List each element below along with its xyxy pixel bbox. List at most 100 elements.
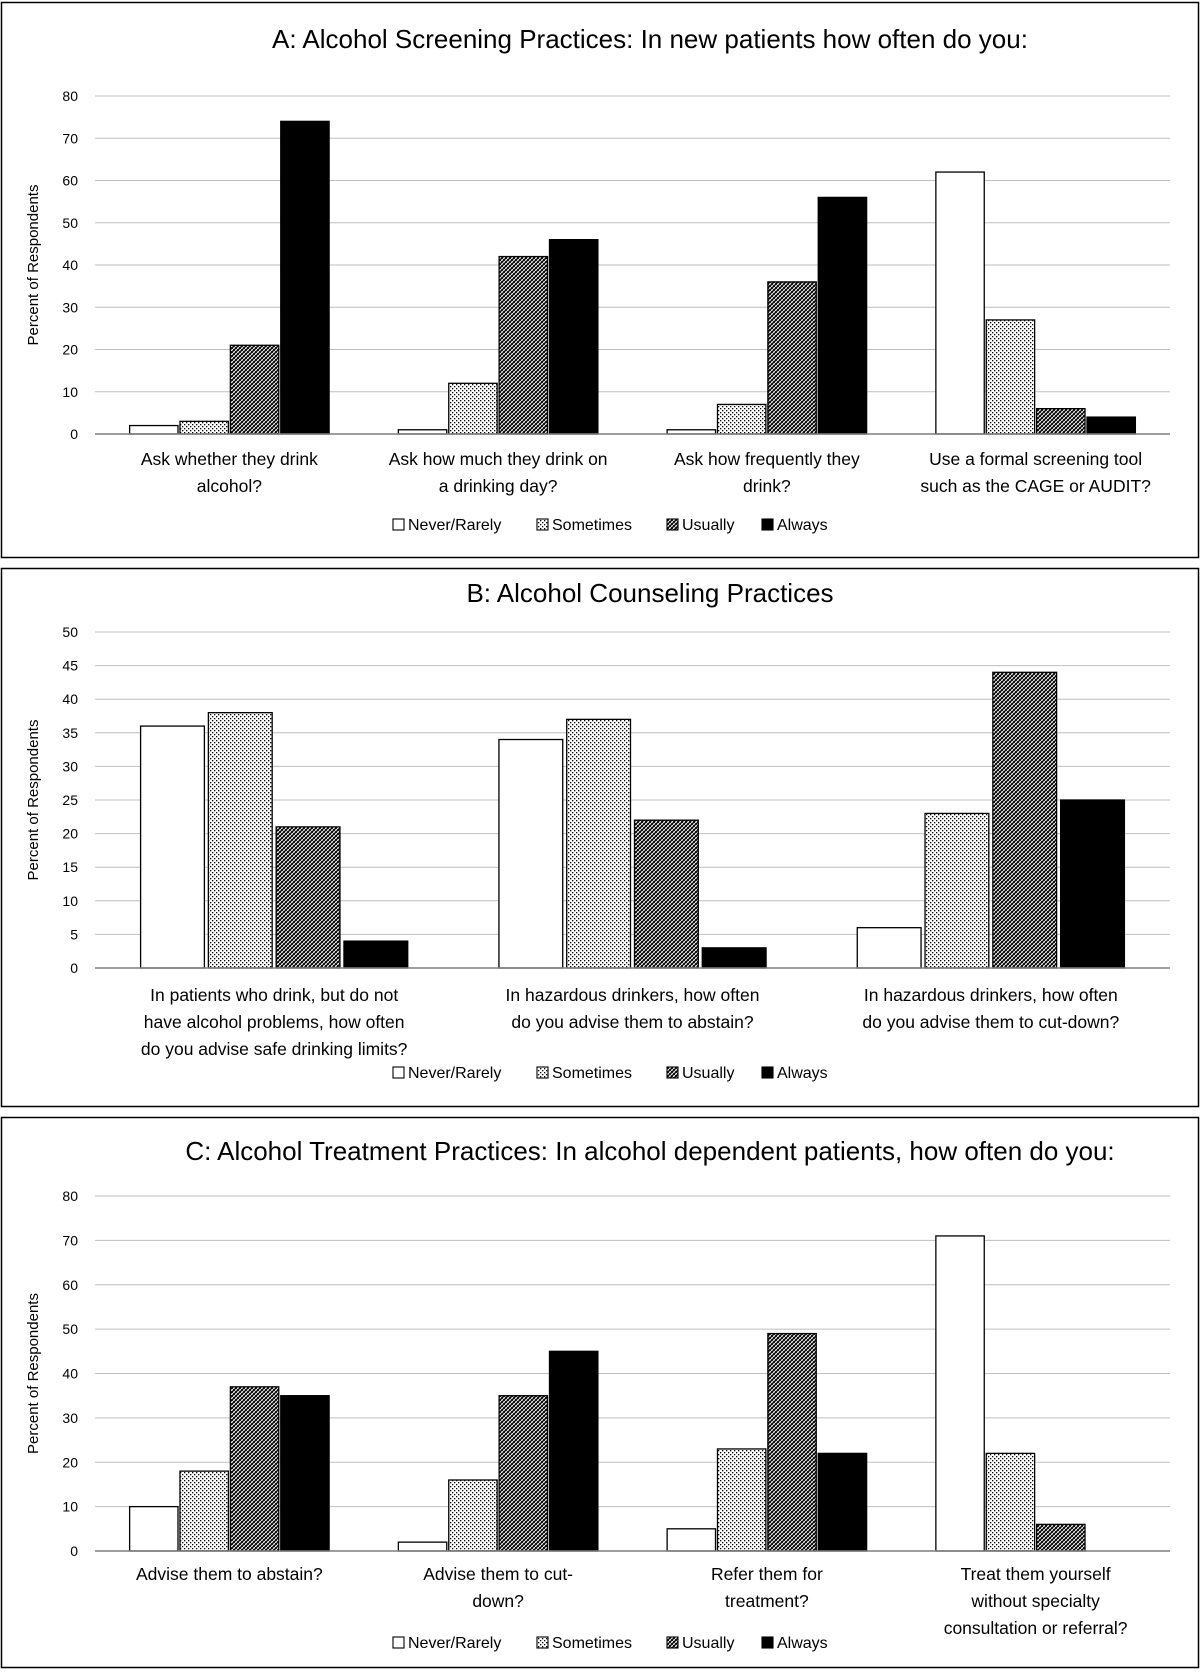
bar-usually [633, 819, 699, 969]
y-tick-label: 45 [62, 658, 78, 674]
category-label: Refer them for [711, 1564, 823, 1584]
category-label: treatment? [725, 1591, 809, 1611]
y-tick-label: 35 [62, 725, 78, 741]
bar-usually [1035, 1523, 1086, 1552]
category-label: Ask whether they drink [141, 449, 318, 469]
y-tick-label: 0 [70, 1543, 78, 1559]
y-tick-label: 30 [62, 758, 78, 774]
category-label: consultation or referral? [944, 1618, 1128, 1638]
y-tick-label: 60 [62, 173, 78, 189]
bar-sometimes [179, 420, 230, 435]
chart-title: A: Alcohol Screening Practices: In new p… [272, 24, 1028, 54]
legend-label: Sometimes [552, 1635, 632, 1652]
legend-label: Usually [682, 1635, 734, 1652]
bar-usually [767, 1332, 817, 1552]
category-label: In patients who drink, but do not [150, 985, 398, 1005]
chart-panel-c: C: Alcohol Treatment Practices: In alcoh… [0, 1116, 1200, 1669]
category-label: Advise them to abstain? [136, 1564, 323, 1584]
legend-label: Always [777, 1635, 828, 1652]
bar-never-rarely [935, 1235, 985, 1552]
category-label: without specialty [970, 1591, 1100, 1611]
legend-swatch [761, 518, 774, 531]
bar-never-rarely [397, 1541, 448, 1552]
category-label: Ask how much they drink on [389, 449, 608, 469]
category-label: Ask how frequently they [674, 449, 860, 469]
bar-usually [992, 671, 1058, 969]
legend-label: Never/Rarely [408, 1065, 501, 1082]
bar-always [280, 120, 330, 435]
legend-swatch [536, 1066, 549, 1079]
bar-sometimes [985, 319, 1036, 435]
bar-sometimes [448, 382, 498, 435]
legend-swatch [666, 1636, 679, 1649]
legend-swatch [761, 1636, 774, 1649]
bar-usually [498, 1395, 549, 1552]
bar-sometimes [924, 812, 990, 969]
category-label: Advise them to cut- [423, 1564, 573, 1584]
bar-sometimes [716, 403, 767, 435]
category-label: a drinking day? [439, 476, 558, 496]
category-label: Use a formal screening tool [929, 449, 1142, 469]
bar-usually [275, 826, 341, 969]
y-tick-label: 40 [62, 691, 78, 707]
category-label: alcohol? [197, 476, 262, 496]
bar-always [701, 947, 767, 969]
y-axis-label: Percent of Respondents [25, 720, 42, 881]
chart-panel-b: B: Alcohol Counseling Practices 0 5 10 15 20 2… [0, 567, 1200, 1108]
y-tick-label: 40 [62, 1366, 78, 1382]
bar-sometimes [716, 1448, 767, 1552]
y-tick-label: 20 [62, 1454, 78, 1470]
y-tick-label: 30 [62, 1410, 78, 1426]
bar-always [548, 1350, 599, 1552]
y-tick-label: 50 [62, 215, 78, 231]
bar-never-rarely [128, 1505, 179, 1552]
bar-always [548, 238, 599, 435]
y-tick-label: 80 [62, 88, 78, 104]
legend: Never/Rarely Sometimes Usually Always [392, 1635, 828, 1652]
y-axis-label: Percent of Respondents [25, 185, 42, 346]
bar-always [1059, 799, 1126, 969]
category-label: Treat them yourself [961, 1564, 1111, 1584]
legend: Never/Rarely Sometimes Usually Always [392, 517, 828, 534]
y-tick-label: 20 [62, 342, 78, 358]
y-tick-label: 70 [62, 1232, 78, 1248]
legend-swatch [536, 518, 549, 531]
category-label: do you advise safe drinking limits? [141, 1039, 408, 1059]
bar-usually [1035, 407, 1086, 435]
y-tick-label: 50 [62, 1321, 78, 1337]
y-tick-label: 20 [62, 826, 78, 842]
bar-never-rarely [935, 171, 985, 435]
bar-usually [767, 281, 817, 435]
y-tick-label: 60 [62, 1277, 78, 1293]
y-tick-label: 40 [62, 257, 78, 273]
bar-never-rarely [139, 725, 206, 969]
y-tick-label: 10 [62, 1499, 78, 1515]
panel-frame [0, 1, 1200, 559]
legend-swatch [666, 518, 679, 531]
legend-swatch [536, 1636, 549, 1649]
category-label: drink? [743, 476, 791, 496]
bar-usually [229, 1386, 280, 1552]
legend-label: Usually [682, 1065, 734, 1082]
y-tick-label: 50 [62, 624, 78, 640]
legend-swatch [761, 1066, 774, 1079]
category-label: do you advise them to abstain? [511, 1012, 754, 1032]
legend-label: Never/Rarely [408, 517, 501, 534]
y-axis-label: Percent of Respondents [25, 1293, 42, 1454]
y-tick-label: 0 [70, 426, 78, 442]
bar-never-rarely [666, 1528, 717, 1552]
y-tick-label: 10 [62, 893, 78, 909]
y-tick-label: 15 [62, 859, 78, 875]
bar-sometimes [207, 711, 273, 969]
legend-swatch [666, 1066, 679, 1079]
legend-swatch [392, 518, 405, 531]
legend-label: Sometimes [552, 1065, 632, 1082]
chart-panel-a: A: Alcohol Screening Practices: In new p… [0, 1, 1200, 559]
legend-swatch [392, 1066, 405, 1079]
category-label: do you advise them to cut-down? [862, 1012, 1119, 1032]
panel-frame [0, 567, 1200, 1108]
y-tick-label: 0 [70, 960, 78, 976]
bar-always [280, 1395, 330, 1552]
legend-label: Usually [682, 517, 734, 534]
bar-always [1086, 416, 1137, 435]
